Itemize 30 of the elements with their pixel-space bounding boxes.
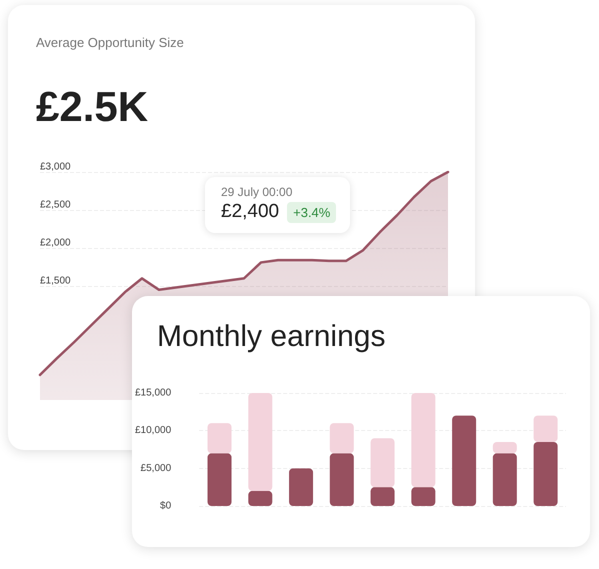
bar	[370, 487, 395, 506]
bar	[330, 453, 354, 506]
chart-title: Average Opportunity Size	[36, 35, 184, 50]
annotation: 29 July 00:00	[221, 185, 294, 199]
y-tick-label: £10,000	[134, 425, 172, 436]
bar	[452, 416, 476, 506]
bar	[370, 438, 395, 488]
y-tick-label: £2,500	[40, 200, 72, 210]
bar	[248, 490, 272, 506]
y-tick-label: £15,000	[134, 388, 172, 398]
bar	[248, 393, 272, 491]
bar	[492, 442, 517, 454]
y-tick-label: £3,000	[40, 162, 72, 172]
annotation: +3.4%	[287, 202, 336, 222]
chart-subtitle: £2.5K	[36, 83, 148, 131]
annotation: £2,400	[221, 201, 280, 223]
bar	[534, 416, 558, 442]
bar	[411, 487, 436, 506]
bar	[330, 423, 354, 454]
y-tick-label: $0	[160, 500, 172, 512]
bar	[411, 393, 436, 488]
bar	[492, 453, 517, 506]
bar	[208, 423, 232, 454]
bar	[534, 442, 558, 506]
chart-title: Monthly earnings	[157, 320, 386, 354]
y-tick-label: £5,000	[140, 462, 172, 474]
y-tick-label: £1,500	[40, 276, 72, 286]
bar	[208, 453, 232, 506]
bar	[289, 468, 314, 506]
y-tick-label: £2,000	[40, 238, 72, 248]
